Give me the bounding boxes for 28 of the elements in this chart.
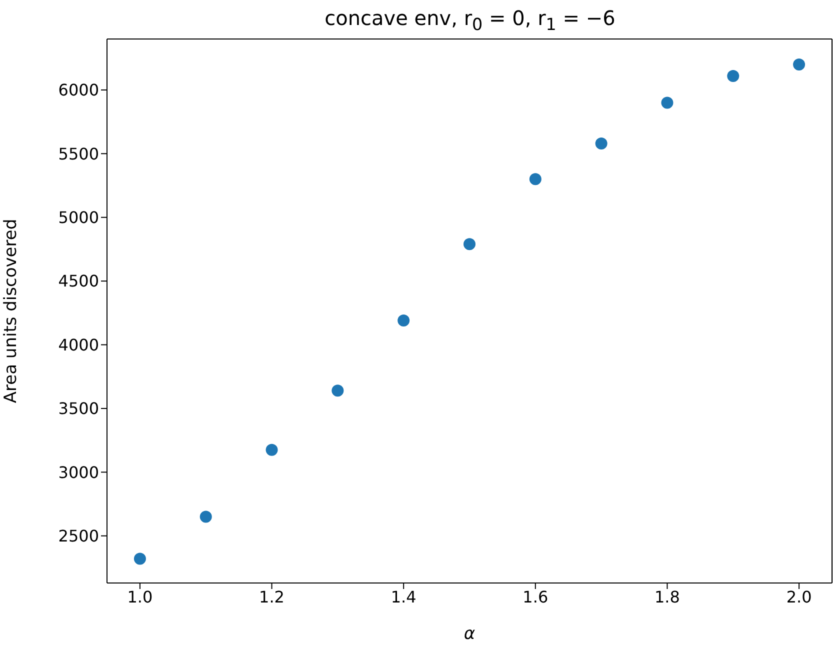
x-tick-label: 1.4	[390, 587, 416, 606]
point	[529, 173, 542, 186]
point	[200, 510, 212, 523]
y-tick-label: 5000	[58, 208, 99, 228]
point	[595, 137, 608, 150]
y-axis-title: Area units discovered	[1, 218, 22, 404]
y-tick-label: 5500	[58, 144, 99, 164]
point	[134, 552, 146, 565]
point	[266, 444, 278, 456]
x-tick-label: 1.0	[127, 587, 153, 606]
point	[793, 58, 806, 70]
x-tick-label: 2.0	[786, 587, 812, 606]
y-tick-label: 3500	[58, 399, 99, 418]
y-tick-label: 3000	[58, 462, 99, 482]
y-tick-label: 4000	[58, 335, 99, 354]
y-tick-label: 6000	[58, 80, 99, 100]
x-tick-label: 1.8	[654, 587, 680, 606]
x-tick-label: 1.2	[259, 587, 284, 606]
x-tick-label: 1.6	[522, 587, 548, 606]
point	[398, 314, 410, 327]
chart-title: concave env, r$_{0}$ = 0, r$_{1}$ = −6	[324, 6, 616, 34]
point	[661, 96, 674, 109]
point	[464, 238, 476, 250]
x-axis-title: α	[464, 624, 476, 644]
y-tick-label: 2500	[58, 526, 99, 546]
point	[332, 384, 344, 397]
point	[727, 70, 740, 82]
y-tick-label: 4500	[58, 272, 99, 291]
